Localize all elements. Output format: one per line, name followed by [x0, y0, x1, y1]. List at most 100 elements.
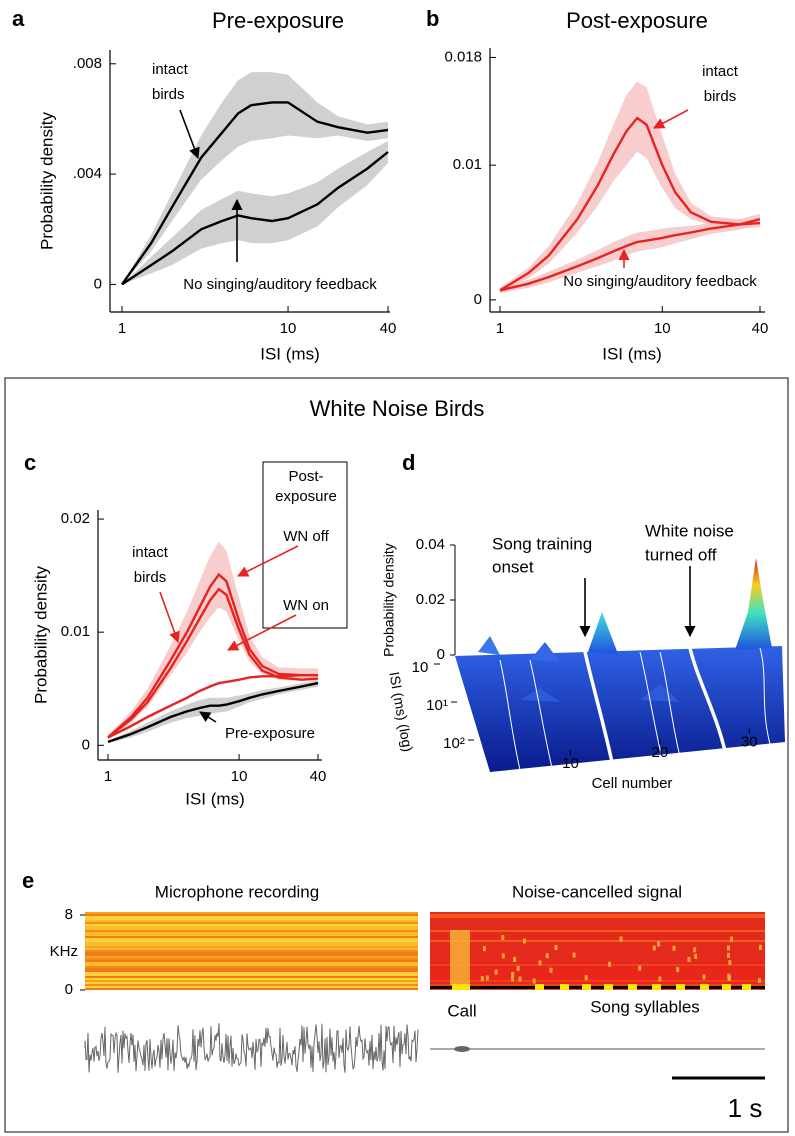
spectrogram-band [85, 918, 418, 920]
spectrogram-spot [532, 978, 536, 984]
annotation: Song training [492, 534, 592, 553]
scale-bar-label: 1 s [728, 1093, 763, 1123]
line [121, 151, 389, 286]
spectrogram-spot [694, 953, 698, 959]
panel-letter: d [402, 450, 415, 475]
spectrogram-band [430, 978, 765, 980]
line [121, 101, 389, 286]
spectrogram-spot [652, 945, 656, 951]
spectrogram-band [430, 926, 765, 928]
surface-shading [499, 659, 521, 771]
spectrogram-spot [658, 976, 662, 982]
spectrogram-spot [758, 944, 762, 950]
spectrogram-band [430, 982, 765, 984]
arrow [653, 109, 689, 129]
spectrogram-band [430, 966, 765, 968]
y-axis-label: Probability density [31, 566, 50, 704]
spectrogram-spot [702, 974, 706, 980]
series-label: WN off [283, 528, 329, 545]
spectrogram-band [430, 928, 765, 930]
spectrogram-band [85, 988, 418, 990]
x-tick-label: 20 [652, 744, 669, 761]
spectrogram-band [85, 920, 418, 922]
syllable-mark [582, 984, 591, 990]
spectrogram-spot [584, 975, 588, 981]
spectrogram-band [85, 912, 418, 914]
spectrogram-title: Noise-cancelled signal [512, 882, 682, 901]
x-tick-label: 10 [654, 320, 671, 337]
spectrogram-spot [726, 945, 730, 951]
series-label: WN on [283, 597, 329, 614]
syllable-mark [628, 984, 637, 990]
spectrogram-spot [554, 945, 558, 951]
spectrogram-spot [482, 946, 486, 952]
spectrogram-band [85, 936, 418, 938]
spectrogram-band [85, 974, 418, 976]
spectrogram-spot [619, 936, 623, 942]
spectrogram-band [430, 948, 765, 950]
spectrogram-band [85, 948, 418, 950]
spectrogram-band [430, 922, 765, 924]
z-tick-label: 0 [437, 646, 445, 663]
surface-shading [583, 651, 614, 763]
spectrogram-band [430, 930, 765, 932]
x-axis-label: ISI (ms) [260, 344, 320, 363]
spectrogram-spot [727, 952, 731, 958]
spectrogram-spot [545, 953, 549, 959]
spectrogram-spot [638, 965, 642, 971]
error-band [108, 679, 318, 743]
panel-letter: e [22, 868, 34, 893]
spectrogram-spot [511, 971, 515, 977]
annotation: Call [447, 1001, 476, 1020]
chart-title: Pre-exposure [212, 8, 344, 33]
spectrogram-band [430, 976, 765, 978]
spectrogram-band [85, 934, 418, 936]
x-tick-label: 40 [310, 768, 327, 785]
syllable-mark [722, 984, 731, 990]
panel-letter: c [24, 450, 36, 475]
spectrogram-band [85, 940, 418, 942]
spectrogram-spot [657, 941, 661, 947]
spectrogram-spot [523, 938, 527, 944]
spectrogram-band [85, 960, 418, 962]
line [107, 681, 319, 744]
legend-box [262, 461, 348, 629]
z-tick-label: 0.04 [416, 536, 445, 553]
spectrogram-band [430, 940, 765, 942]
spectrogram-spot [513, 957, 517, 963]
section-box [4, 377, 789, 1133]
y-tick-label: 0 [94, 275, 102, 292]
syllable-mark [560, 984, 569, 990]
x-tick-label: 10 [280, 320, 297, 337]
arrow [227, 614, 297, 651]
y-tick-label: .004 [73, 165, 102, 182]
annotation: No singing/auditory feedback [183, 276, 377, 293]
x-axis-label: ISI (ms) [602, 344, 662, 363]
spectrogram-spot [501, 935, 505, 941]
surface-shading [688, 647, 728, 756]
surface-shading [759, 647, 771, 745]
spectrogram-spot [485, 975, 489, 981]
spectrogram-spot [730, 936, 734, 942]
x-tick-label: 10 [231, 768, 248, 785]
spectrogram-band [85, 986, 418, 988]
spectrogram-band [430, 980, 765, 982]
arrow [236, 545, 299, 577]
spectrogram-band [85, 914, 418, 916]
y-tick-label: 0.01 [453, 156, 482, 173]
syllable-mark [742, 984, 751, 990]
spectrogram-spot [727, 973, 731, 979]
spectrogram-band [85, 980, 418, 982]
spectrogram-band [430, 924, 765, 926]
y-tick-label: 10 [412, 659, 429, 676]
annotation: intact [702, 63, 739, 80]
spectrogram-band [430, 952, 765, 954]
spectrogram-spot [494, 969, 498, 975]
spectrogram-band [85, 942, 418, 944]
spectrogram-band [85, 946, 418, 948]
line [107, 572, 318, 739]
annotation: birds [704, 88, 737, 105]
spectrogram-band [85, 972, 418, 974]
spectrogram-band [430, 918, 765, 920]
